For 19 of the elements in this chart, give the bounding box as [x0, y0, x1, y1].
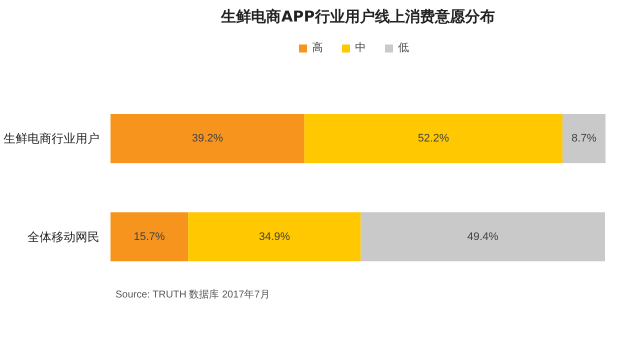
bar: [110, 212, 188, 262]
y-tick-label: 全体移动网民: [28, 230, 100, 244]
data-label: 34.9%: [258, 230, 290, 243]
legend-label: 中: [355, 41, 367, 55]
y-tick-label: 生鲜电商行业用户: [4, 132, 100, 146]
bar: [110, 114, 304, 164]
bar: [304, 114, 562, 164]
source-note: Source: TRUTH 数据库 2017年7月: [116, 288, 270, 300]
chart-title: 生鲜电商APP行业用户线上消费意愿分布: [220, 8, 495, 26]
data-label: 8.7%: [571, 132, 597, 145]
bar: [188, 212, 361, 262]
data-label: 52.2%: [418, 132, 450, 145]
legend-label: 高: [312, 40, 324, 55]
data-label: 15.7%: [134, 230, 166, 243]
data-label: 39.2%: [192, 132, 224, 145]
bar: [360, 212, 606, 262]
bar: [562, 114, 606, 164]
legend-label: 低: [398, 41, 410, 55]
data-label: 49.4%: [467, 230, 499, 243]
